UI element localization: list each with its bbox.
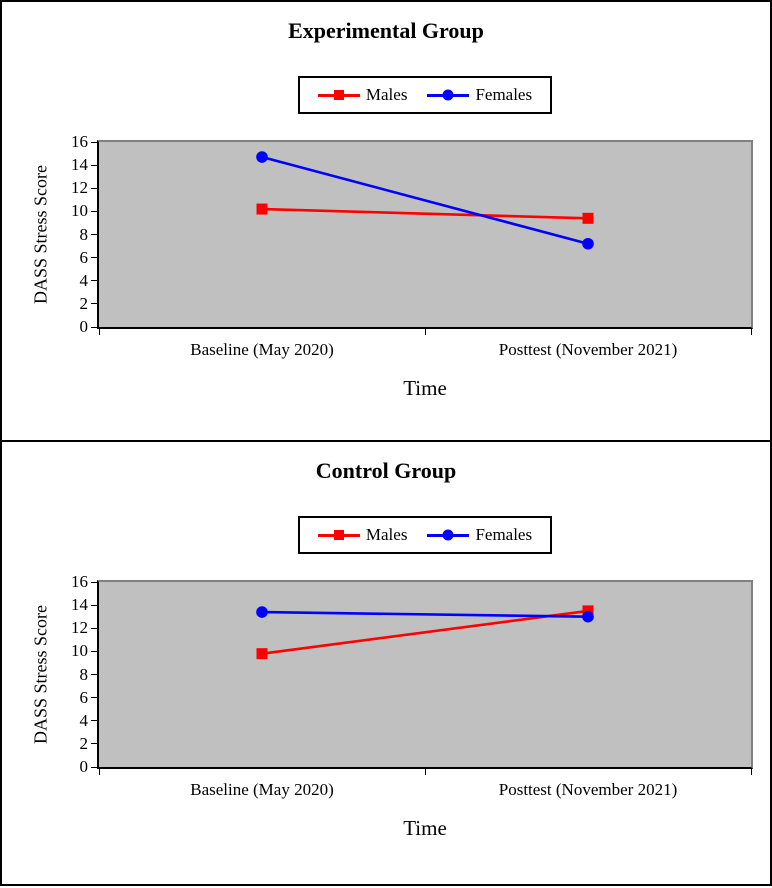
y-tick-label: 16 <box>71 572 88 591</box>
females-circle-marker <box>582 237 594 250</box>
legend-label: Males <box>365 85 408 104</box>
legend-label: Females <box>475 85 533 104</box>
y-tick-label: 14 <box>71 155 88 175</box>
y-tick-mark <box>91 720 98 722</box>
chart-panel-control: Control Group Males Females DASS Stress … <box>0 440 772 886</box>
y-tick-label: 2 <box>79 733 89 753</box>
y-axis-title: DASS Stress Score <box>30 165 51 305</box>
legend-entry-males: Males <box>317 85 408 105</box>
females-circle-marker <box>256 151 268 163</box>
x-category-label: Posttest (November 2021) <box>498 340 678 359</box>
y-tick-label: 14 <box>71 595 88 615</box>
males-square-marker <box>256 203 268 215</box>
males-line-swatch <box>317 530 360 540</box>
x-tick-mark <box>99 329 100 335</box>
y-tick-mark <box>91 743 98 745</box>
legend-label: Females <box>475 525 533 544</box>
y-tick-mark <box>91 210 98 212</box>
y-tick-mark <box>91 697 98 699</box>
y-tick-mark <box>91 234 98 235</box>
females-circle-marker <box>256 606 268 618</box>
y-tick-mark <box>91 627 98 629</box>
y-tick-mark <box>91 581 98 583</box>
y-tick-label: 12 <box>71 178 88 198</box>
x-tick-mark <box>425 769 426 775</box>
x-tick-mark <box>751 769 752 775</box>
males-line <box>261 609 589 655</box>
x-axis-title: Time <box>403 376 447 400</box>
males-line-swatch <box>317 90 360 100</box>
y-tick-mark <box>91 280 98 282</box>
males-square-marker <box>256 648 268 660</box>
females-line <box>261 155 589 246</box>
plot-area <box>97 580 753 769</box>
y-tick-label: 0 <box>79 317 89 336</box>
x-tick-mark <box>99 769 100 775</box>
chart-panel-experimental: Experimental Group Males Females DASS St… <box>0 0 772 442</box>
y-tick-label: 6 <box>79 247 89 267</box>
y-tick-label: 10 <box>71 641 88 661</box>
males-square-marker <box>582 212 594 224</box>
y-tick-mark <box>91 650 98 652</box>
x-axis-title: Time <box>403 816 447 840</box>
legend-entry-females: Females <box>427 525 532 545</box>
legend-label: Males <box>365 525 408 544</box>
x-tick-mark <box>425 329 426 335</box>
legend: Males Females <box>297 76 553 114</box>
y-tick-label: 6 <box>79 687 89 707</box>
chart-title: Control Group <box>315 458 457 483</box>
y-tick-mark <box>91 257 98 259</box>
legend-wrap: Males Females <box>97 76 753 114</box>
series-layer <box>256 605 594 660</box>
y-tick-label: 4 <box>79 270 89 290</box>
males-line <box>261 207 589 220</box>
y-tick-mark <box>91 604 98 606</box>
chart-title: Experimental Group <box>288 18 484 43</box>
females-line <box>261 610 589 618</box>
y-tick-mark <box>91 164 98 166</box>
legend-entry-males: Males <box>317 525 408 545</box>
series-layer <box>256 151 594 250</box>
y-tick-label: 12 <box>71 618 88 638</box>
y-tick-mark <box>91 674 98 675</box>
legend-wrap: Males Females <box>97 516 753 554</box>
y-tick-label: 10 <box>71 201 88 221</box>
y-axis-title: DASS Stress Score <box>30 605 51 745</box>
y-tick-label: 4 <box>79 710 89 730</box>
y-tick-mark <box>91 141 98 143</box>
x-category-label: Baseline (May 2020) <box>190 780 334 799</box>
y-tick-label: 16 <box>71 132 88 151</box>
x-category-label: Baseline (May 2020) <box>190 340 334 359</box>
y-tick-mark <box>91 187 98 189</box>
y-tick-label: 8 <box>79 224 89 244</box>
x-category-label: Posttest (November 2021) <box>498 780 678 799</box>
x-tick-mark <box>751 329 752 335</box>
square-marker-icon <box>333 90 344 100</box>
circle-marker-icon <box>442 529 454 541</box>
circle-marker-icon <box>442 89 454 101</box>
y-tick-label: 0 <box>79 757 89 776</box>
females-line-swatch <box>427 529 470 541</box>
legend-entry-females: Females <box>427 85 532 105</box>
y-tick-mark <box>91 766 98 768</box>
y-tick-mark <box>91 303 98 305</box>
y-tick-mark <box>91 326 98 328</box>
y-tick-label: 8 <box>79 664 89 684</box>
square-marker-icon <box>333 530 344 540</box>
females-line-swatch <box>427 89 470 101</box>
y-tick-label: 2 <box>79 293 89 313</box>
females-circle-marker <box>582 610 594 623</box>
plot-area <box>97 140 753 329</box>
legend: Males Females <box>297 516 553 554</box>
